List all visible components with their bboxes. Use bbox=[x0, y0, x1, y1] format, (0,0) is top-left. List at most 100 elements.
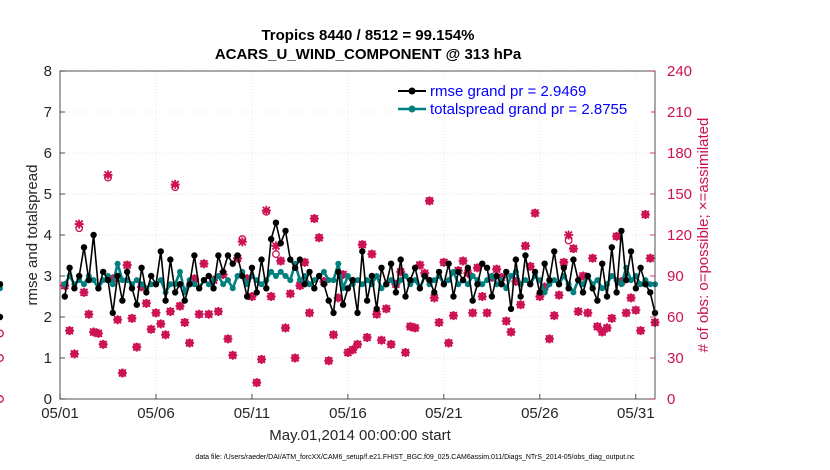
rmse-point bbox=[431, 289, 438, 296]
rmse-point bbox=[320, 281, 328, 288]
rmse-point bbox=[205, 272, 212, 280]
obs-assimilated-point bbox=[266, 292, 276, 301]
rmse-point bbox=[210, 285, 217, 292]
rmse-point bbox=[61, 293, 68, 300]
rmse-point bbox=[0, 281, 4, 288]
rmse-point bbox=[272, 219, 280, 226]
rmse-point bbox=[248, 264, 256, 271]
rmse-point bbox=[512, 256, 520, 263]
rmse-point bbox=[195, 285, 203, 292]
rmse-point bbox=[546, 276, 553, 284]
legend-rmse-label: rmse grand pr = 2.9469 bbox=[430, 83, 586, 100]
obs-assimilated-point bbox=[305, 308, 315, 318]
rmse-point bbox=[104, 276, 112, 284]
obs-assimilated-point bbox=[223, 334, 233, 344]
obs-possible-point bbox=[271, 250, 280, 259]
totalspread-point bbox=[272, 273, 279, 279]
rmse-point bbox=[75, 272, 83, 280]
obs-assimilated-point bbox=[602, 323, 612, 333]
obs-assimilated-point bbox=[161, 330, 171, 340]
rmse-point bbox=[167, 256, 174, 263]
totalspread-point bbox=[282, 273, 289, 279]
obs-assimilated-point bbox=[170, 179, 180, 189]
rmse-point bbox=[267, 235, 275, 243]
totalspread-point bbox=[388, 277, 395, 284]
totalspread-point bbox=[114, 260, 121, 267]
rmse-point bbox=[66, 264, 73, 271]
obs-assimilated-point bbox=[252, 378, 262, 388]
rmse-point bbox=[373, 305, 380, 312]
rmse-point bbox=[459, 276, 467, 284]
obs-assimilated-point bbox=[122, 260, 132, 270]
rmse-point bbox=[383, 281, 390, 288]
obs-assimilated-point bbox=[511, 276, 521, 286]
y-tick-label-left: 3 bbox=[44, 268, 52, 285]
obs-assimilated-point bbox=[247, 292, 257, 301]
rmse-point bbox=[239, 272, 246, 280]
y-tick-label-right: 60 bbox=[667, 309, 684, 326]
rmse-point bbox=[306, 268, 313, 276]
obs-possible-point bbox=[0, 395, 4, 403]
totalspread-point bbox=[229, 285, 236, 292]
obs-assimilated-point bbox=[588, 253, 598, 263]
obs-assimilated-point bbox=[564, 230, 574, 240]
x-axis-label: May.01,2014 00:00:00 start bbox=[269, 427, 451, 444]
rmse-point bbox=[541, 260, 548, 267]
obs-count-markers bbox=[0, 170, 660, 403]
y-tick-label-left: 2 bbox=[44, 309, 52, 326]
totalspread-point bbox=[224, 277, 231, 284]
y-tick-label-right: 150 bbox=[667, 186, 692, 203]
obs-assimilated-point bbox=[132, 342, 142, 352]
legend-spread-marker bbox=[408, 105, 416, 113]
rmse-point bbox=[627, 248, 635, 255]
rmse-point bbox=[80, 244, 88, 251]
totalspread-point bbox=[325, 277, 332, 284]
rmse-point bbox=[368, 272, 376, 280]
rmse-point bbox=[176, 281, 184, 288]
obs-assimilated-point bbox=[444, 338, 454, 348]
obs-assimilated-point bbox=[257, 354, 267, 364]
rmse-point bbox=[114, 272, 121, 280]
obs-assimilated-point bbox=[84, 309, 94, 319]
obs-assimilated-point bbox=[338, 270, 348, 280]
rmse-point bbox=[99, 268, 107, 276]
obs-assimilated-point bbox=[597, 327, 607, 337]
obs-assimilated-point bbox=[640, 210, 650, 219]
obs-assimilated-point bbox=[501, 316, 511, 326]
obs-assimilated-point bbox=[357, 240, 367, 250]
rmse-point bbox=[440, 281, 448, 288]
axis-ticks: 05/01 05/06 05/11 05/16 05/21 05/26 05/31 0 1 2 3 4… bbox=[41, 63, 692, 422]
totalspread-point bbox=[90, 277, 97, 284]
y-tick-label-right: 90 bbox=[667, 268, 684, 285]
obs-assimilated-point bbox=[194, 309, 204, 319]
rmse-point bbox=[469, 297, 476, 304]
rmse-point bbox=[411, 264, 419, 271]
totalspread-point bbox=[277, 268, 284, 275]
obs-assimilated-point bbox=[65, 326, 75, 336]
obs-assimilated-point bbox=[281, 323, 291, 333]
totalspread-point bbox=[522, 277, 529, 284]
rmse-point bbox=[0, 313, 4, 321]
rmse-point bbox=[608, 244, 616, 251]
rmse-point bbox=[407, 276, 414, 284]
rmse-point bbox=[315, 272, 323, 280]
rmse-point bbox=[325, 297, 332, 304]
obs-assimilated-point bbox=[151, 308, 161, 318]
rmse-point bbox=[464, 264, 472, 271]
x-tick-label: 05/06 bbox=[137, 405, 175, 422]
chart-title-line2: ACARS_U_WIND_COMPONENT @ 313 hPa bbox=[215, 46, 522, 63]
series-lines bbox=[0, 219, 659, 321]
obs-assimilated-point bbox=[79, 287, 89, 297]
totalspread-point bbox=[412, 277, 419, 284]
x-tick-label: 05/26 bbox=[521, 405, 559, 422]
obs-assimilated-point bbox=[448, 311, 458, 321]
rmse-point bbox=[109, 309, 116, 317]
obs-assimilated-point bbox=[583, 308, 593, 318]
obs-assimilated-point bbox=[367, 249, 377, 259]
totalspread-point bbox=[479, 281, 486, 288]
totalspread-point bbox=[119, 277, 126, 284]
obs-assimilated-point bbox=[645, 253, 655, 263]
obs-assimilated-point bbox=[530, 208, 540, 218]
